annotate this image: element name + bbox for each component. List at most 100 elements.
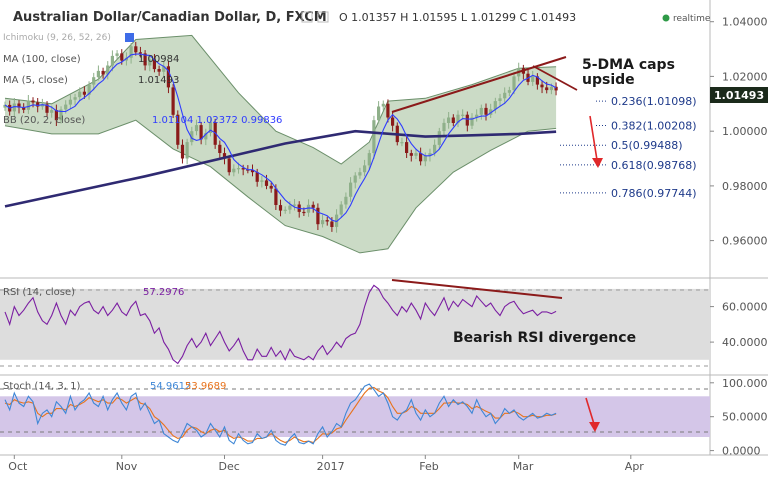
price-tick-label: 1.02000: [722, 70, 768, 83]
candle-body: [250, 170, 255, 173]
candle-body: [236, 168, 241, 170]
candle-body: [288, 205, 292, 210]
stoch-k-line: [4, 383, 557, 446]
candle-body: [222, 153, 227, 159]
price-tick-label: 1.04000: [722, 16, 768, 29]
candle-body: [540, 84, 544, 88]
ohlc-readout: O 1.01357 H 1.01595 L 1.01299 C 1.01493: [339, 11, 576, 24]
ma5-value: 1.01493: [138, 75, 179, 86]
candle-body: [470, 117, 474, 126]
time-tick-label: 2017: [317, 460, 345, 473]
settings-icon[interactable]: [317, 11, 329, 23]
ma100-line: [4, 129, 557, 208]
candle-body: [545, 87, 549, 91]
time-tick-label: Apr: [625, 460, 645, 473]
candle-body: [372, 120, 376, 153]
candle-body: [180, 144, 185, 159]
candle-body: [278, 205, 283, 211]
dma-caps-annotation-2: upside: [582, 72, 635, 88]
candle-body: [40, 104, 44, 107]
candle-body: [157, 69, 161, 72]
rsi-band: [0, 288, 710, 360]
stoch-tick-label: 50.0000: [722, 411, 768, 424]
candle-body: [120, 53, 124, 61]
candle-body: [437, 131, 441, 145]
fib-level-label: 0.5(0.99488): [611, 139, 683, 152]
candle-body: [391, 117, 395, 126]
ma100-label: MA (100, close): [3, 54, 81, 65]
ichimoku-label: Ichimoku (9, 26, 52, 26): [3, 33, 111, 43]
candle-body: [386, 103, 390, 118]
candle-body: [493, 101, 497, 110]
time-tick-label: Nov: [116, 460, 138, 473]
ma5-label: MA (5, close): [3, 75, 68, 86]
candle-body: [54, 110, 58, 121]
fib-level-label: 0.786(0.97744): [611, 187, 697, 200]
candle-body: [423, 155, 427, 162]
ichimoku-toggle-icon[interactable]: [125, 33, 134, 42]
candle-body: [554, 86, 558, 91]
candle-body: [176, 114, 180, 145]
candle-body: [101, 70, 105, 75]
realtime-dot-icon: [662, 14, 670, 22]
candle-body: [311, 204, 315, 208]
candle-body: [110, 55, 114, 66]
candle-body: [344, 196, 348, 205]
candle-body: [503, 92, 507, 99]
candle-body: [484, 107, 488, 115]
bb-values: 1.01104 1.02372 0.99836: [152, 115, 282, 126]
candle-body: [302, 211, 306, 214]
candle-body: [264, 180, 269, 186]
candle-body: [17, 103, 21, 108]
rsi-tick-label: 40.0000: [722, 336, 768, 349]
ma5-line: [4, 53, 557, 223]
price-tick-label: 0.96000: [722, 235, 768, 248]
candle-body: [106, 65, 110, 75]
candle-body: [465, 114, 469, 126]
candle-body: [316, 207, 320, 225]
stoch-tick-label: 100.0000: [722, 377, 768, 390]
candle-body: [115, 53, 119, 56]
time-tick-label: Oct: [8, 460, 28, 473]
last-price-label: 1.01493: [714, 89, 764, 102]
candle-body: [12, 103, 16, 112]
candle-body: [148, 59, 152, 66]
price-tick-label: 1.00000: [722, 125, 768, 138]
rsi-divergence-annotation: Bearish RSI divergence: [453, 330, 636, 346]
candle-body: [414, 153, 418, 156]
candle-body: [321, 220, 325, 225]
candle-body: [381, 103, 385, 107]
candle-body: [73, 97, 77, 100]
candle-body: [461, 114, 465, 116]
candle-body: [353, 175, 357, 183]
candle-body: [204, 133, 208, 140]
candle-body: [194, 125, 199, 132]
bollinger-upper-line: [4, 34, 557, 165]
visibility-icon[interactable]: [301, 11, 313, 23]
realtime-label: realtime: [673, 14, 711, 24]
candle-body: [143, 53, 147, 66]
candle-body: [339, 204, 343, 215]
candle-body: [531, 76, 535, 82]
candle-body: [241, 168, 245, 170]
rsi-line: [4, 284, 557, 365]
candle-body: [363, 165, 367, 173]
price-down-arrow: [589, 115, 603, 168]
candle-body: [227, 158, 231, 173]
candle-body: [507, 90, 511, 93]
candle-body: [134, 46, 138, 53]
candle-body: [138, 52, 142, 54]
candle-body: [405, 142, 409, 153]
candle-body: [3, 104, 7, 108]
rsi-current-value: 57.2976: [143, 287, 184, 298]
candle-body: [92, 77, 96, 85]
fib-level-label: 0.618(0.98768): [611, 159, 697, 172]
candle-body: [475, 114, 479, 118]
candle-body: [59, 109, 63, 121]
candle-body: [31, 100, 35, 103]
candle-body: [82, 91, 86, 95]
candle-body: [349, 182, 353, 197]
rsi-layer: [4, 284, 557, 365]
candle-body: [283, 209, 287, 211]
